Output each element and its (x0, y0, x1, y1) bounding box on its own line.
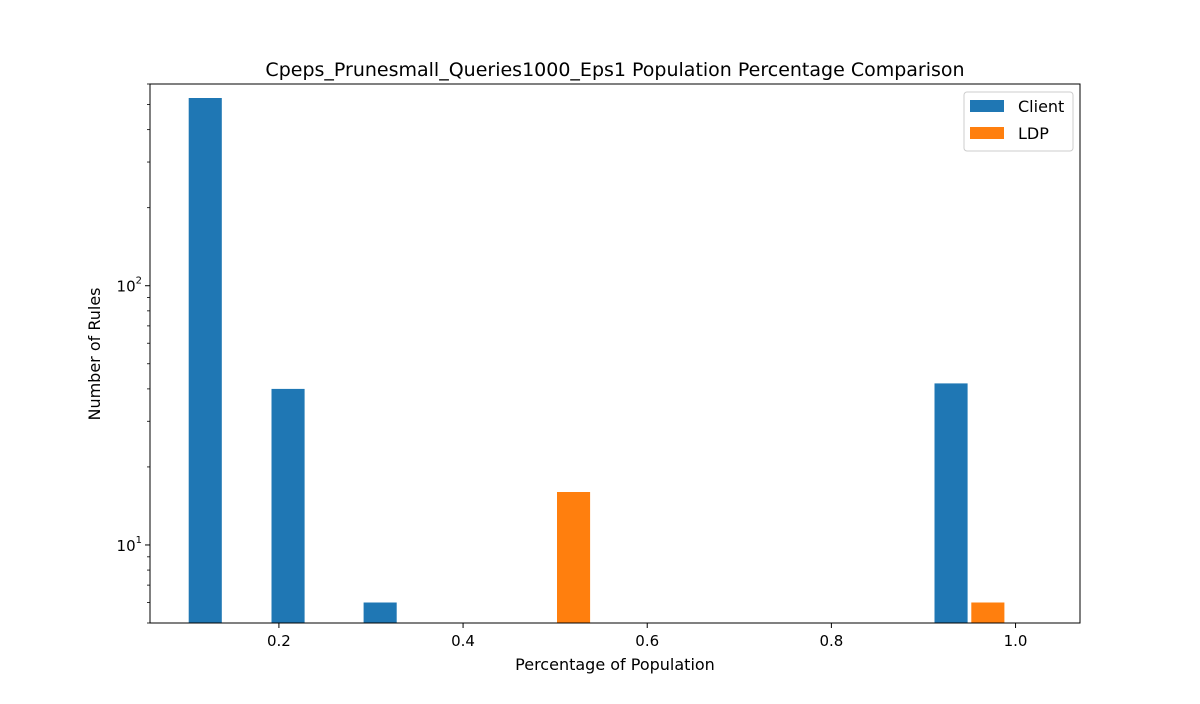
legend: Client LDP (963, 91, 1074, 152)
bar-client-2 (363, 602, 397, 623)
bar-ldp-1 (971, 602, 1005, 623)
x-axis-label: Percentage of Population (515, 655, 715, 674)
y-axis: 101 102 (117, 83, 150, 624)
chart-title: Cpeps_Prunesmall_Queries1000_Eps1 Popula… (265, 59, 964, 81)
x-tick-label-4: 1.0 (1004, 632, 1028, 650)
y-axis-label: Number of Rules (85, 287, 104, 420)
legend-label-client: Client (1018, 97, 1064, 116)
x-tick-label-2: 0.6 (635, 632, 659, 650)
x-axis: 0.2 0.4 0.6 0.8 1.0 (267, 623, 1027, 650)
bars-group (188, 98, 1005, 623)
x-tick-label-1: 0.4 (451, 632, 475, 650)
plot-frame (149, 83, 1081, 624)
y-tick-label-1: 102 (117, 276, 142, 296)
legend-swatch-client (970, 100, 1004, 112)
bar-client-3 (934, 383, 968, 623)
bar-client-1 (271, 388, 305, 623)
bar-ldp-0 (557, 492, 591, 623)
x-tick-label-0: 0.2 (267, 632, 291, 650)
legend-swatch-ldp (970, 127, 1004, 139)
legend-label-ldp: LDP (1018, 124, 1049, 143)
bar-client-0 (188, 98, 222, 623)
y-tick-label-0: 101 (117, 535, 142, 555)
x-tick-label-3: 0.8 (819, 632, 843, 650)
